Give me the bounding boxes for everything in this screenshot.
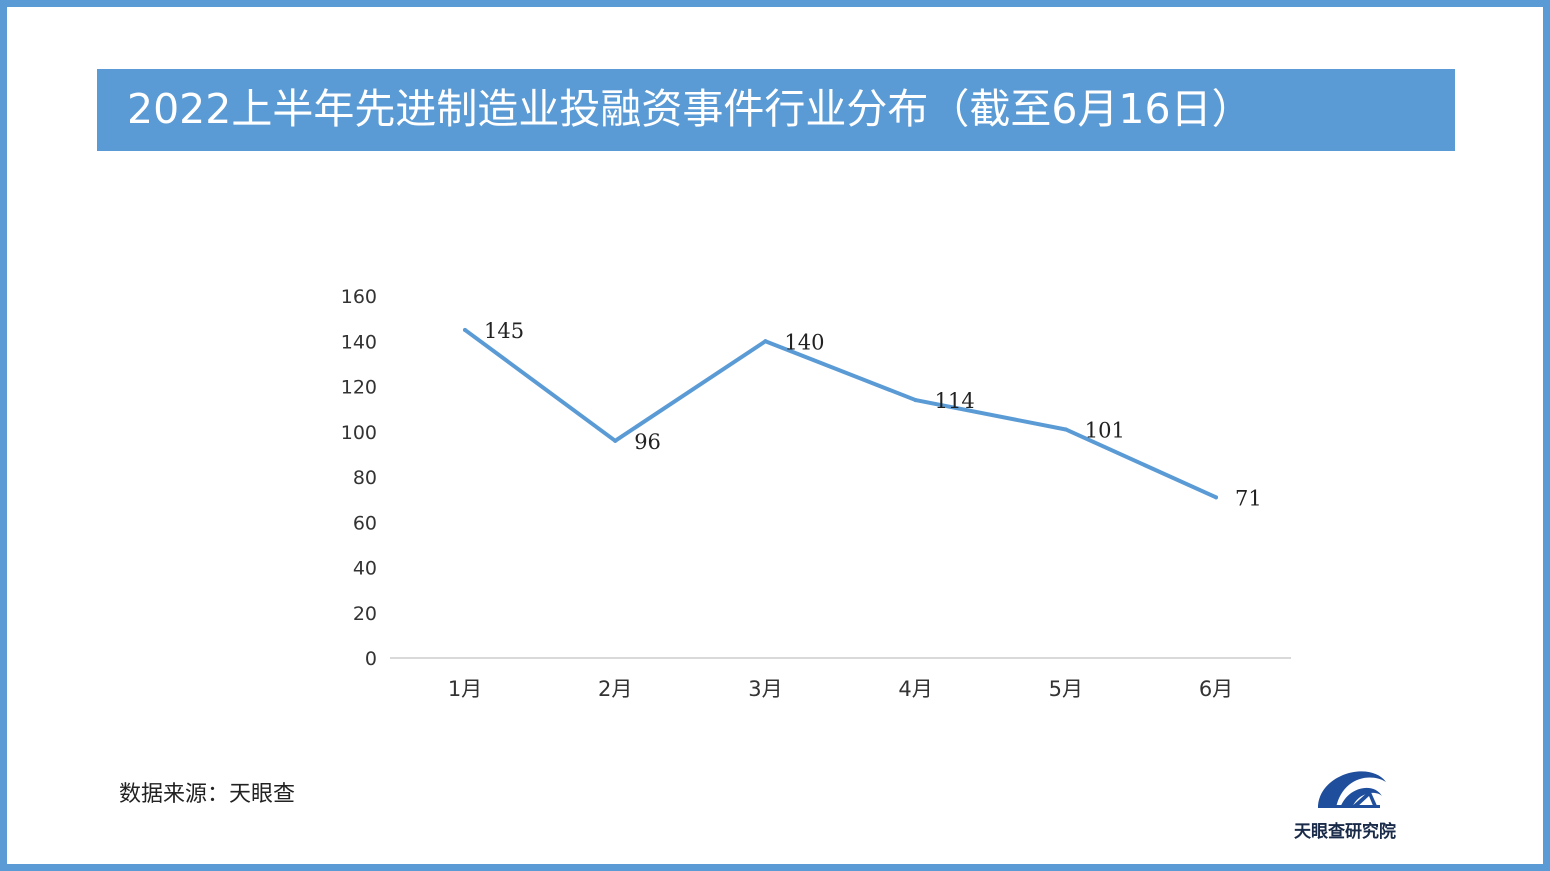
data-label: 71 — [1235, 486, 1262, 510]
tianyancha-logo-icon — [1318, 771, 1386, 808]
y-tick-label: 20 — [353, 603, 377, 625]
data-point — [1214, 495, 1218, 500]
series-line-segment — [763, 339, 918, 403]
y-tick-label: 100 — [341, 422, 377, 444]
series-line-segment — [613, 339, 768, 443]
data-label: 96 — [634, 430, 661, 454]
x-tick-label: 1月 — [448, 677, 482, 701]
data-point — [463, 327, 467, 332]
y-tick-label: 120 — [341, 377, 377, 399]
y-tick-label: 40 — [353, 558, 377, 580]
series-line-segment — [1063, 427, 1218, 500]
data-point — [613, 438, 618, 443]
data-point — [913, 398, 918, 403]
series-line-segment — [913, 398, 1068, 432]
chart-title: 2022上半年先进制造业投融资事件行业分布（截至6月16日） — [127, 85, 1253, 133]
y-tick-label: 80 — [353, 467, 377, 489]
data-label: 140 — [784, 330, 824, 354]
x-tick-label: 3月 — [748, 677, 782, 701]
y-tick-label: 0 — [365, 648, 377, 670]
data-point — [1063, 427, 1068, 432]
y-tick-label: 60 — [353, 512, 377, 534]
x-tick-label: 6月 — [1199, 677, 1233, 701]
data-label: 114 — [935, 389, 975, 413]
title-bar: 2022上半年先进制造业投融资事件行业分布（截至6月16日） — [97, 69, 1455, 151]
x-tick-label: 2月 — [598, 677, 632, 701]
data-source-note: 数据来源：天眼查 — [119, 782, 296, 807]
data-point — [763, 339, 768, 344]
data-label: 101 — [1085, 418, 1125, 442]
x-tick-label: 4月 — [898, 677, 932, 701]
y-tick-label: 160 — [341, 286, 377, 308]
logo-label: 天眼查研究院 — [1294, 822, 1396, 842]
y-tick-label: 140 — [341, 331, 377, 353]
x-tick-label: 5月 — [1049, 677, 1083, 701]
series-line-segment — [463, 327, 618, 443]
data-label: 145 — [484, 319, 524, 343]
